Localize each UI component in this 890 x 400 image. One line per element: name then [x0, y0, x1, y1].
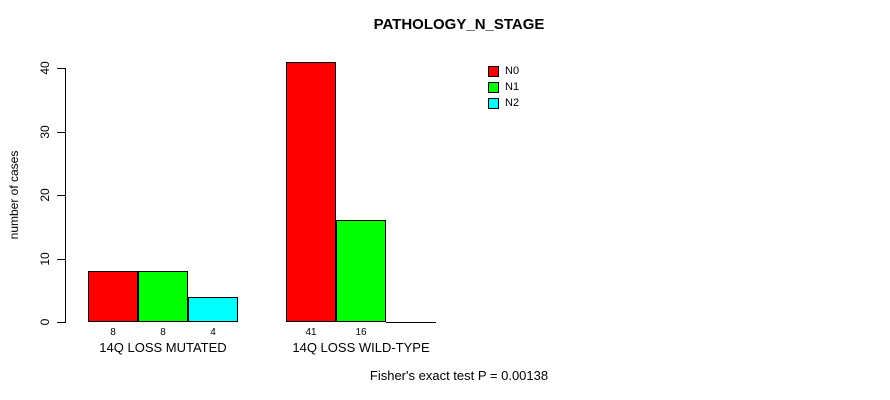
- y-axis-tick: [57, 132, 65, 133]
- y-axis-line: [65, 68, 66, 323]
- bar-n0-group2: [286, 62, 336, 322]
- group-label-2: 14Q LOSS WILD-TYPE: [292, 340, 430, 355]
- legend-swatch-n0: [488, 65, 499, 77]
- bar-value-label: 8: [110, 327, 116, 338]
- y-axis-tick-label: 30: [38, 125, 52, 139]
- legend-swatch-n1: [488, 81, 499, 93]
- legend-label: N0: [505, 65, 520, 77]
- bar-value-label: 4: [210, 327, 216, 338]
- bar-value-label: 8: [160, 327, 166, 338]
- y-axis-tick: [57, 195, 65, 196]
- chart-title: PATHOLOGY_N_STAGE: [373, 16, 545, 33]
- y-axis-tick: [57, 322, 65, 323]
- y-axis-tick: [57, 68, 65, 69]
- y-axis-tick-label: 0: [38, 318, 52, 326]
- bar-n0-group1: [88, 271, 138, 322]
- legend-item-n1: N1: [488, 79, 519, 95]
- bar-n2-group1: [188, 297, 238, 322]
- bar-value-label: 41: [305, 327, 317, 338]
- legend-item-n0: N0: [488, 63, 519, 79]
- legend-label: N1: [505, 81, 520, 93]
- legend-swatch-n2: [488, 97, 499, 109]
- legend-label: N2: [505, 97, 520, 109]
- y-axis-tick-label: 10: [38, 252, 52, 266]
- legend: N0 N1 N2: [488, 63, 519, 111]
- bar-n1-group1: [138, 271, 188, 322]
- bar-value-label: 16: [355, 327, 367, 338]
- y-axis-tick-label: 40: [38, 61, 52, 75]
- footer-annotation: Fisher's exact test P = 0.00138: [369, 368, 549, 383]
- y-axis-tick-label: 20: [38, 188, 52, 202]
- group-label-1: 14Q LOSS MUTATED: [99, 340, 227, 355]
- legend-item-n2: N2: [488, 95, 519, 111]
- zero-bar-line-n2-group2: [386, 322, 436, 323]
- y-axis-tick: [57, 259, 65, 260]
- bar-n1-group2: [336, 220, 386, 322]
